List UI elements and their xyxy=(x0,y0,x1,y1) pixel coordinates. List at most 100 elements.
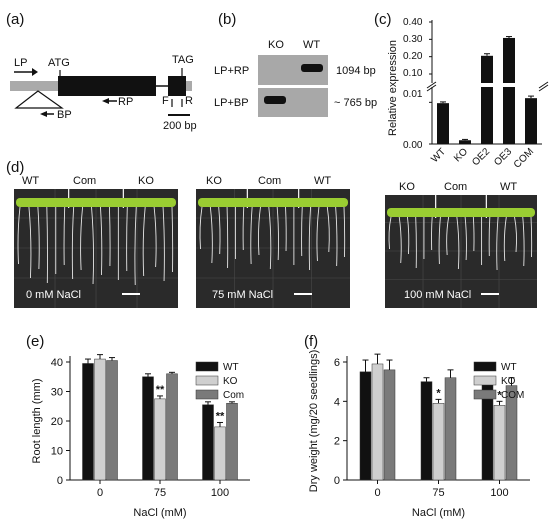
plate-1-root-9 xyxy=(91,206,94,285)
e-bar-ko-100 xyxy=(214,426,226,481)
plate1-geno-3: KO xyxy=(138,175,154,187)
plate-2-root-7 xyxy=(250,206,253,265)
plate-3-root-15 xyxy=(503,216,507,262)
atg-label: ATG xyxy=(48,57,70,69)
e-ytick-label-40: 40 xyxy=(51,357,63,369)
plate2-geno-2: Com xyxy=(258,175,281,187)
plate-1-root-18 xyxy=(171,206,174,273)
plate-1-root-14 xyxy=(134,206,137,286)
e-ytick-label-30: 30 xyxy=(51,387,63,399)
e-bar-com-100 xyxy=(226,403,238,481)
panel-b-label: (b) xyxy=(218,11,236,28)
panel-b: (b) KO WT LP+RP LP+BP 1094 bp ~ 765 bp xyxy=(214,11,377,117)
e-legend-label-wt: WT xyxy=(223,362,239,373)
bp-arrowhead xyxy=(40,111,47,117)
plate-1-root-13 xyxy=(126,206,128,272)
e-ytick-label-20: 20 xyxy=(51,416,63,428)
plate-2-root-1 xyxy=(199,206,203,250)
c-xtick-com: COM xyxy=(512,146,536,170)
plate-2-root-9 xyxy=(268,206,272,270)
plate2-geno-3: WT xyxy=(314,175,331,187)
rp-arrowhead xyxy=(102,98,109,104)
e-bar-com-75 xyxy=(166,373,178,481)
utr-3 xyxy=(186,81,192,91)
exon-1 xyxy=(58,76,156,96)
c-tick-001: 0.01 xyxy=(403,89,423,100)
plate-3-root-18 xyxy=(530,216,533,258)
plate-2-root-6 xyxy=(242,206,245,251)
f-ytick-label-2: 2 xyxy=(334,436,340,448)
f-xtick-0: 0 xyxy=(374,487,380,499)
e-ytick-label-0: 0 xyxy=(57,475,63,487)
row-label-lpbp: LP+BP xyxy=(214,97,249,109)
e-bar-wt-0 xyxy=(82,363,94,481)
plate-2-root-4 xyxy=(226,206,229,269)
f-xtick-100: 100 xyxy=(490,487,508,499)
panel-d-label: (d) xyxy=(6,159,24,176)
plate-1-root-15 xyxy=(142,206,146,277)
f-xtick-75: 75 xyxy=(432,487,444,499)
c-axis-break-gap xyxy=(426,83,548,87)
f-bar-com-75 xyxy=(444,377,457,481)
f-plot: 0 2 4 6 Dry weight (mg/20 seedlings) NaCl (mM… xyxy=(308,350,530,519)
e-plot: 0 10 20 30 40 Root length (mm) NaCl (mM) 0 75 100… xyxy=(31,354,250,519)
plate-1-root-7 xyxy=(71,206,75,280)
f-sig-75: * xyxy=(436,387,441,399)
e-xtick-0: 0 xyxy=(97,487,103,499)
c-bar-wt xyxy=(437,103,449,144)
plate-3-root-11 xyxy=(472,216,475,252)
e-legend-label-com: Com xyxy=(223,390,244,401)
plate-2-root-2 xyxy=(209,206,213,264)
row-label-lprp: LP+RP xyxy=(214,65,249,77)
c-break-mark-left-2 xyxy=(426,84,437,92)
lane-wt-label: WT xyxy=(303,39,320,51)
f-bar-com-0 xyxy=(383,369,396,481)
plate-3-root-7 xyxy=(438,216,441,265)
plate-3-root-13 xyxy=(488,216,491,257)
c-break-mark-left-1 xyxy=(426,81,437,89)
plate-2-root-17 xyxy=(335,206,338,267)
utr-5 xyxy=(10,81,58,91)
c-xtick-wt: WT xyxy=(429,146,448,165)
f-label: F xyxy=(162,95,169,107)
plate-3-seedlings xyxy=(387,208,535,217)
c-bar-ko xyxy=(459,140,471,144)
panel-d: (d) WT Com KO KO Com WT KO Com WT 0 mM N… xyxy=(6,159,537,308)
e-legend-swatch-wt xyxy=(195,361,219,372)
plate-1-root-8 xyxy=(80,206,84,271)
plate-3-root-14 xyxy=(496,216,499,271)
c-tick-040: 0.40 xyxy=(403,17,423,28)
plate-3-root-16 xyxy=(514,216,517,253)
plate-3-root-1 xyxy=(388,216,392,250)
c-bar-com xyxy=(525,98,537,144)
lp-label: LP xyxy=(14,57,27,69)
c-bar-oe2 xyxy=(481,55,493,144)
f-legend-label-wt: WT xyxy=(501,362,517,373)
plate-2-root-16 xyxy=(326,206,330,253)
t-dna-insertion xyxy=(14,90,64,109)
plate-3-root-3 xyxy=(407,216,410,255)
plate-3-root-6 xyxy=(431,216,433,251)
f-ytick-label-4: 4 xyxy=(334,396,340,408)
e-xlabel: NaCl (mM) xyxy=(133,507,186,519)
exon-2 xyxy=(168,76,186,96)
c-xtick-oe2: OE2 xyxy=(470,146,492,168)
plate-2-root-14 xyxy=(308,206,312,271)
panel-e: (e) 0 10 20 30 40 Root length (mm) NaCl (mM) 0 7… xyxy=(26,333,250,519)
plate-1-root-6 xyxy=(63,206,66,266)
f-bar-ko-100 xyxy=(493,405,506,481)
f-legend-swatch-wt xyxy=(473,361,497,372)
plate3-geno-1: KO xyxy=(399,181,415,193)
tag-label: TAG xyxy=(172,54,194,66)
lane-ko-label: KO xyxy=(268,39,284,51)
f-ylabel: Dry weight (mg/20 seedlings) xyxy=(308,350,320,492)
plate2-condition: 75 mM NaCl xyxy=(212,289,273,301)
e-bar-com-0 xyxy=(106,360,118,481)
plate-2-root-10 xyxy=(276,206,279,261)
c-bar-oe3 xyxy=(503,37,515,144)
plate-3-root-2 xyxy=(398,216,402,264)
e-legend-label-ko: KO xyxy=(223,376,238,387)
f-bar-wt-0 xyxy=(359,371,372,481)
plate3-condition: 100 mM NaCl xyxy=(404,289,471,301)
e-sig-100: ** xyxy=(216,410,225,422)
